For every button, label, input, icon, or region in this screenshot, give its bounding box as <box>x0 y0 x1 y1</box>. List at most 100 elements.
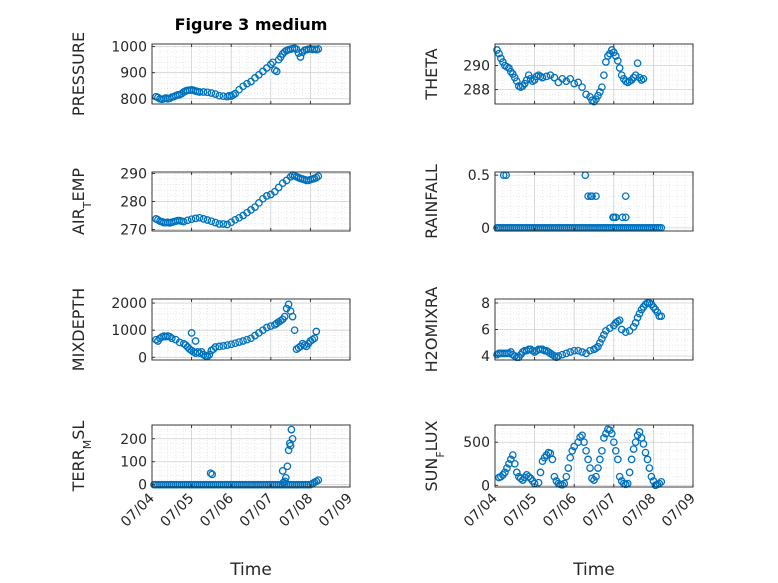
data-point <box>611 446 620 455</box>
data-point <box>501 468 509 477</box>
series-markers <box>152 44 323 104</box>
data-point <box>578 83 586 92</box>
figure-title: Figure 3 medium <box>175 15 328 34</box>
y-tick-label: 280 <box>120 195 147 211</box>
data-point <box>308 335 317 344</box>
data-point <box>262 323 271 332</box>
axes-box <box>151 43 351 105</box>
data-point <box>179 217 188 226</box>
data-point <box>582 446 590 455</box>
subplot-mixdepth: 0 1000 2000 MIXDEPTH <box>69 288 351 371</box>
data-point <box>300 341 309 349</box>
data-point <box>558 350 567 359</box>
data-point <box>296 53 305 61</box>
data-point <box>633 313 642 322</box>
data-point <box>631 71 640 80</box>
data-point <box>615 472 624 481</box>
data-point <box>288 312 297 321</box>
data-point <box>596 338 604 347</box>
data-point <box>566 348 575 356</box>
y-tick-label: 2000 <box>111 296 147 312</box>
data-point <box>629 445 638 453</box>
data-point <box>508 451 517 459</box>
data-point <box>534 478 543 487</box>
data-point <box>209 345 218 354</box>
series-markers <box>495 425 666 490</box>
data-point <box>588 474 596 483</box>
data-point <box>568 446 577 455</box>
data-point <box>223 341 232 349</box>
data-point <box>290 326 299 335</box>
data-point <box>564 464 573 472</box>
subplot-pressure: 800 900 1000 PRESSURE <box>69 32 351 116</box>
data-point <box>231 215 240 224</box>
data-point <box>635 309 644 318</box>
y-tick-label: 500 <box>463 435 490 451</box>
data-point <box>516 474 525 483</box>
data-point <box>167 334 176 343</box>
data-point <box>270 187 279 196</box>
data-point <box>562 77 571 86</box>
data-point <box>570 79 579 88</box>
data-point <box>191 214 200 223</box>
data-point <box>495 49 503 58</box>
data-point <box>187 329 196 337</box>
y-axis-label-theta: THETA <box>422 48 441 100</box>
data-point <box>562 472 571 481</box>
data-point <box>274 183 283 192</box>
data-point <box>643 455 652 464</box>
data-point <box>281 477 289 486</box>
data-point <box>566 74 575 83</box>
data-point <box>235 213 243 222</box>
data-point <box>592 344 600 352</box>
data-point <box>497 472 505 481</box>
data-point <box>276 316 285 325</box>
data-point <box>294 343 303 352</box>
data-point <box>312 327 321 336</box>
data-point <box>607 429 616 438</box>
y-tick-label: 290 <box>120 166 147 182</box>
data-point <box>286 441 295 450</box>
data-point <box>287 425 296 434</box>
data-point <box>582 90 590 99</box>
data-point <box>574 346 583 355</box>
data-point <box>278 467 287 475</box>
y-tick-label: 0 <box>481 221 490 237</box>
data-point <box>165 332 174 341</box>
data-point <box>199 88 208 96</box>
axes-box <box>494 171 694 232</box>
data-point <box>512 77 521 86</box>
data-point <box>215 342 224 351</box>
data-point <box>211 90 220 98</box>
data-point <box>542 72 551 81</box>
data-point <box>284 446 293 455</box>
data-point <box>598 446 606 455</box>
data-point <box>588 192 596 201</box>
y-tick-label: 288 <box>463 83 490 99</box>
series-markers <box>150 425 323 489</box>
data-point <box>506 455 515 464</box>
data-point <box>592 472 600 481</box>
data-point <box>538 73 547 82</box>
data-point <box>609 438 618 447</box>
data-point <box>653 308 662 317</box>
y-tick-label: 270 <box>120 223 147 239</box>
data-point <box>524 472 533 481</box>
axes-box <box>494 43 694 105</box>
data-point <box>554 352 563 360</box>
data-point <box>600 330 608 339</box>
data-point <box>231 339 240 348</box>
data-point <box>580 438 588 447</box>
axes-box <box>494 424 694 488</box>
data-point <box>592 192 600 201</box>
y-tick-label: 800 <box>120 92 147 108</box>
data-point <box>243 79 251 88</box>
y-tick-label: 0 <box>138 350 147 366</box>
data-point <box>621 328 630 337</box>
data-point <box>600 434 608 442</box>
data-point <box>211 218 220 227</box>
data-point <box>314 45 323 53</box>
y-tick-label: 1000 <box>111 323 147 339</box>
data-point <box>503 464 511 472</box>
